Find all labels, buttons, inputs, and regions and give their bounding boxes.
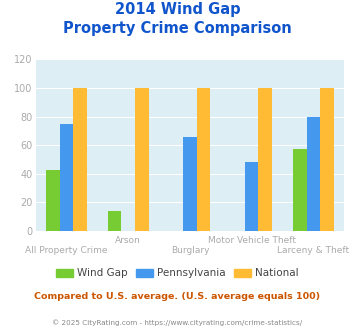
- Bar: [258, 88, 272, 231]
- Text: Compared to U.S. average. (U.S. average equals 100): Compared to U.S. average. (U.S. average …: [34, 292, 321, 301]
- Text: Larceny & Theft: Larceny & Theft: [277, 246, 350, 255]
- Bar: [293, 149, 307, 231]
- Text: © 2025 CityRating.com - https://www.cityrating.com/crime-statistics/: © 2025 CityRating.com - https://www.city…: [53, 319, 302, 326]
- Bar: [320, 88, 334, 231]
- Bar: [73, 88, 87, 231]
- Bar: [245, 162, 258, 231]
- Bar: [135, 88, 148, 231]
- Bar: [197, 88, 210, 231]
- Text: Burglary: Burglary: [171, 246, 209, 255]
- Text: Motor Vehicle Theft: Motor Vehicle Theft: [208, 236, 296, 245]
- Bar: [60, 124, 73, 231]
- Text: 2014 Wind Gap: 2014 Wind Gap: [115, 2, 240, 16]
- Bar: [46, 170, 60, 231]
- Legend: Wind Gap, Pennsylvania, National: Wind Gap, Pennsylvania, National: [52, 264, 303, 282]
- Text: Arson: Arson: [115, 236, 141, 245]
- Text: Property Crime Comparison: Property Crime Comparison: [63, 21, 292, 36]
- Bar: [183, 137, 197, 231]
- Bar: [307, 116, 320, 231]
- Bar: [108, 211, 121, 231]
- Text: All Property Crime: All Property Crime: [25, 246, 108, 255]
